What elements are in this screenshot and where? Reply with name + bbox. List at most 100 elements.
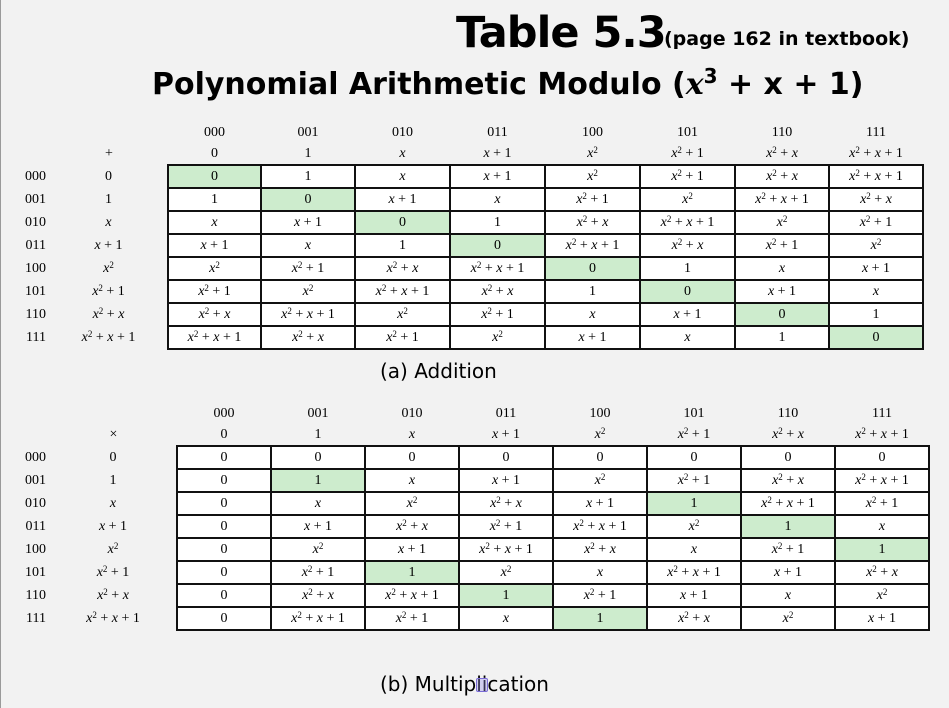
table-cell: 0 bbox=[828, 325, 924, 350]
table-cell: x2 + x bbox=[270, 583, 366, 608]
table-cell: x2 + 1 bbox=[552, 583, 648, 608]
column-polynomial-label: x2 bbox=[594, 425, 606, 442]
column-polynomial-label: 1 bbox=[314, 426, 322, 442]
row-binary-label: 100 bbox=[25, 541, 46, 557]
table-cell: x2 + x + 1 bbox=[552, 514, 648, 539]
row-binary-label: 101 bbox=[25, 283, 46, 299]
table-row: 000 0 0 0 0 0 0 0 0 0 bbox=[0, 445, 930, 470]
table-cell: x2 + 1 bbox=[364, 606, 460, 631]
column-binary-label: 101 bbox=[683, 405, 705, 421]
table-cell: x2 + x + 1 bbox=[740, 491, 836, 516]
table-cell: 1 bbox=[449, 210, 546, 235]
table-cell: x2 + x + 1 bbox=[260, 302, 356, 327]
table-cell: x bbox=[834, 514, 930, 539]
table-cell: x2 + x bbox=[544, 210, 641, 235]
row-polynomial-label: x + 1 bbox=[94, 237, 123, 253]
table-cell: x2 + x bbox=[834, 560, 930, 585]
table-cell: x + 1 bbox=[449, 164, 546, 189]
table-cell: x2 + 1 bbox=[834, 491, 930, 516]
table-cell: x2 bbox=[167, 256, 262, 281]
row-binary-label: 011 bbox=[25, 237, 46, 253]
row-binary-label: 011 bbox=[25, 518, 46, 534]
multiplication-table-container: 000 001 010 011 100 101 110 111 × 0 1 x x + 1 x2 x2 + … bbox=[0, 403, 930, 631]
table-cell: 0 bbox=[834, 445, 930, 470]
table-cell: 1 bbox=[552, 606, 648, 631]
table-cell: x2 + x + 1 bbox=[734, 187, 830, 212]
table-cell: x2 + x + 1 bbox=[270, 606, 366, 631]
table-cell: 1 bbox=[167, 187, 262, 212]
table-cell: x2 bbox=[544, 164, 641, 189]
column-polynomial-label: x2 + x bbox=[772, 425, 804, 442]
column-polynomial-label: x2 bbox=[587, 144, 598, 161]
table-row: 111 x2 + x + 1 x2 + x + 1 x2 + x x2 + 1 x2 x +… bbox=[0, 325, 924, 350]
column-binary-label: 001 bbox=[307, 405, 329, 421]
table-cell: x + 1 bbox=[740, 560, 836, 585]
multiplication-caption: (b) Multiplication bbox=[380, 672, 549, 696]
column-polynomial-label: 0 bbox=[211, 145, 218, 161]
row-binary-label: 100 bbox=[25, 260, 46, 276]
addition-table: 000 001 010 011 100 101 110 111 +0 1 x x + 1 x2 x2 + … bbox=[0, 122, 924, 350]
table-cell: x bbox=[734, 256, 830, 281]
cursor-icon bbox=[476, 678, 488, 692]
table-cell: x2 + 1 bbox=[828, 210, 924, 235]
table-cell: x2 + x bbox=[646, 606, 742, 631]
table-cell: x2 bbox=[458, 560, 554, 585]
table-cell: 1 bbox=[544, 279, 641, 304]
column-polynomial-label: x bbox=[399, 145, 406, 161]
page-reference-note: (page 162 in textbook) bbox=[664, 28, 910, 50]
table-cell: x2 + x + 1 bbox=[639, 210, 736, 235]
table-cell: 0 bbox=[176, 606, 272, 631]
table-cell: x2 + x bbox=[639, 233, 736, 258]
table-cell: x2 + 1 bbox=[354, 325, 451, 350]
table-cell: x2 + x bbox=[734, 164, 830, 189]
table-cell: x + 1 bbox=[458, 468, 554, 493]
table-cell: x2 + x + 1 bbox=[458, 537, 554, 562]
table-cell: x2 + x bbox=[167, 302, 262, 327]
table-cell: 0 bbox=[458, 445, 554, 470]
table-cell: 1 bbox=[364, 560, 460, 585]
table-cell: x bbox=[544, 302, 641, 327]
addition-caption: (a) Addition bbox=[380, 359, 497, 383]
table-cell: 1 bbox=[740, 514, 836, 539]
column-polynomial-label: x bbox=[408, 426, 416, 442]
row-binary-label: 000 bbox=[25, 449, 46, 465]
table-cell: x2 + 1 bbox=[544, 187, 641, 212]
row-binary-label: 111 bbox=[26, 329, 46, 345]
table-cell: x2 bbox=[449, 325, 546, 350]
table-cell: x bbox=[449, 187, 546, 212]
column-binary-label: 101 bbox=[677, 124, 698, 140]
row-polynomial-label: x bbox=[105, 214, 112, 230]
table-cell: x bbox=[646, 537, 742, 562]
table-cell: x2 bbox=[740, 606, 836, 631]
row-binary-label: 001 bbox=[25, 472, 46, 488]
table-cell: x + 1 bbox=[639, 302, 736, 327]
column-binary-label: 111 bbox=[872, 405, 892, 421]
table-cell: 1 bbox=[458, 583, 554, 608]
table-cell: x bbox=[458, 606, 554, 631]
table-cell: x2 bbox=[364, 491, 460, 516]
column-polynomial-label: x2 + x + 1 bbox=[849, 144, 903, 161]
column-binary-label: 110 bbox=[777, 405, 799, 421]
table-cell: x2 bbox=[260, 279, 356, 304]
table-cell: x2 + x bbox=[260, 325, 356, 350]
column-polynomial-label: 0 bbox=[220, 426, 228, 442]
row-binary-label: 111 bbox=[26, 610, 46, 626]
table-cell: 1 bbox=[834, 537, 930, 562]
table-cell: x + 1 bbox=[552, 491, 648, 516]
column-binary-label: 001 bbox=[297, 124, 319, 140]
table-cell: 0 bbox=[544, 256, 641, 281]
table-cell: x2 bbox=[270, 537, 366, 562]
table-cell: x2 bbox=[734, 210, 830, 235]
column-polynomial-label: x + 1 bbox=[491, 426, 521, 442]
row-polynomial-label: x bbox=[109, 495, 117, 511]
table-cell: x bbox=[354, 164, 451, 189]
table-cell: x2 + x bbox=[552, 537, 648, 562]
column-binary-label: 011 bbox=[495, 405, 517, 421]
table-cell: x2 + x + 1 bbox=[828, 164, 924, 189]
table-cell: x bbox=[167, 210, 262, 235]
table-cell: x2 + x bbox=[449, 279, 546, 304]
